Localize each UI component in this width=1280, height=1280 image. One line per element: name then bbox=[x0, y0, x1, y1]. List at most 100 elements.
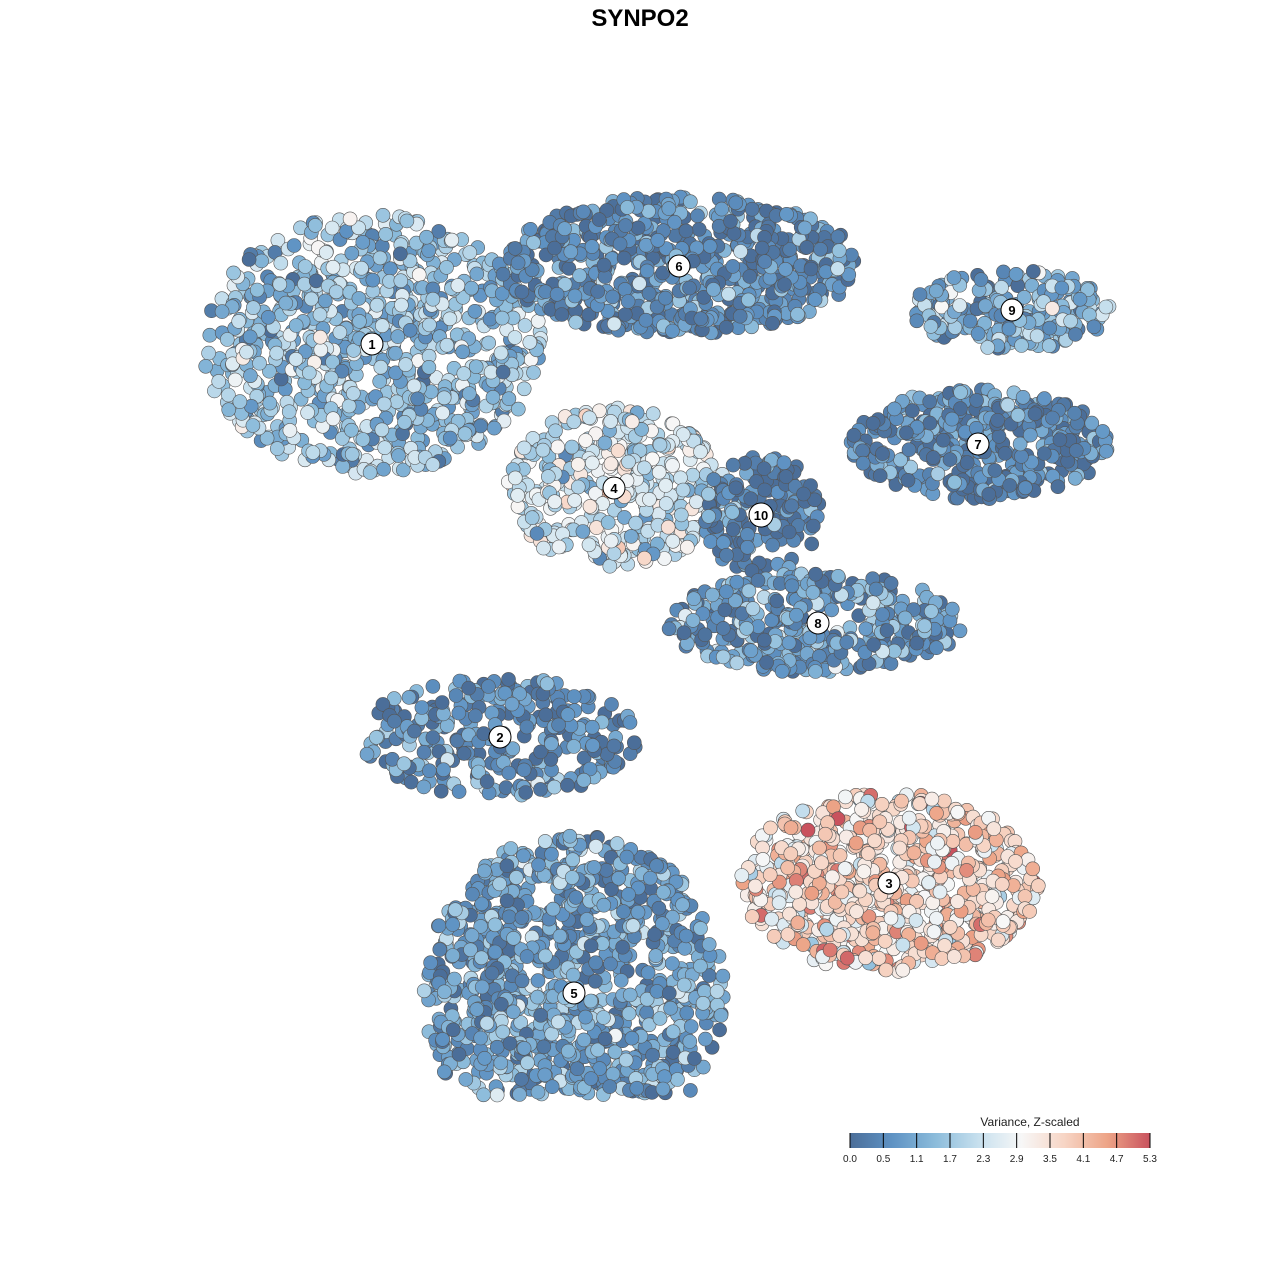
data-point bbox=[530, 313, 546, 329]
data-point bbox=[439, 260, 454, 275]
data-point bbox=[377, 440, 393, 456]
data-point bbox=[530, 973, 546, 988]
data-point bbox=[605, 289, 620, 305]
data-point bbox=[344, 446, 360, 462]
data-point bbox=[533, 782, 548, 797]
data-point bbox=[651, 464, 667, 480]
data-point bbox=[622, 715, 638, 730]
data-point bbox=[461, 680, 477, 696]
data-point bbox=[784, 498, 799, 514]
data-point bbox=[641, 203, 656, 219]
data-point bbox=[613, 973, 629, 988]
data-point bbox=[530, 1084, 546, 1100]
data-point bbox=[693, 444, 708, 460]
data-point bbox=[650, 233, 666, 248]
data-point bbox=[221, 402, 236, 418]
data-point bbox=[396, 756, 412, 772]
data-point bbox=[611, 870, 626, 886]
data-point bbox=[544, 846, 559, 862]
data-point bbox=[318, 245, 334, 260]
data-point bbox=[645, 406, 661, 422]
data-point bbox=[661, 621, 677, 637]
data-point bbox=[422, 763, 437, 779]
data-point bbox=[923, 319, 939, 334]
data-point bbox=[725, 259, 741, 274]
data-point bbox=[697, 627, 713, 643]
data-point bbox=[783, 820, 799, 836]
data-point bbox=[725, 504, 740, 520]
data-point bbox=[967, 824, 983, 840]
data-point bbox=[419, 229, 434, 245]
data-point bbox=[226, 265, 241, 281]
data-point bbox=[780, 860, 796, 876]
data-point bbox=[874, 796, 890, 812]
data-point bbox=[741, 583, 757, 599]
data-point bbox=[273, 255, 289, 271]
data-point bbox=[297, 259, 313, 274]
data-point bbox=[1010, 407, 1026, 423]
data-point bbox=[425, 291, 441, 307]
data-point bbox=[777, 277, 792, 292]
data-point bbox=[630, 220, 646, 236]
data-point bbox=[742, 269, 758, 284]
data-point bbox=[743, 491, 759, 507]
data-point bbox=[981, 486, 997, 502]
data-point bbox=[566, 414, 582, 430]
data-point bbox=[575, 524, 591, 539]
data-point bbox=[617, 282, 633, 297]
data-point bbox=[512, 1087, 527, 1102]
data-point bbox=[894, 793, 909, 809]
data-point bbox=[973, 272, 989, 287]
data-point bbox=[901, 810, 917, 826]
data-point bbox=[369, 297, 385, 313]
data-point bbox=[665, 458, 680, 473]
data-point bbox=[745, 601, 761, 616]
data-point bbox=[260, 309, 276, 325]
data-point bbox=[431, 918, 447, 934]
data-point bbox=[804, 885, 820, 901]
data-point bbox=[444, 232, 460, 248]
data-point bbox=[566, 739, 582, 754]
data-point bbox=[762, 867, 778, 883]
data-point bbox=[937, 938, 952, 953]
data-point bbox=[990, 412, 1005, 428]
data-point bbox=[355, 432, 371, 447]
data-point bbox=[620, 294, 636, 309]
data-point bbox=[416, 983, 432, 999]
data-point bbox=[1015, 389, 1031, 405]
data-point bbox=[391, 448, 406, 463]
data-point bbox=[568, 314, 584, 330]
data-point bbox=[952, 298, 968, 313]
data-point bbox=[950, 804, 966, 820]
data-point bbox=[456, 366, 472, 381]
data-point bbox=[970, 326, 986, 341]
data-point bbox=[325, 259, 341, 275]
data-point bbox=[352, 314, 367, 329]
data-point bbox=[917, 618, 932, 634]
data-point bbox=[942, 452, 958, 467]
data-point bbox=[1000, 397, 1016, 413]
data-point bbox=[928, 283, 944, 299]
data-point bbox=[781, 524, 797, 540]
data-point bbox=[808, 566, 823, 582]
data-point bbox=[514, 1072, 529, 1087]
data-point bbox=[867, 833, 882, 849]
data-point bbox=[959, 863, 974, 878]
data-point bbox=[848, 835, 864, 851]
data-point bbox=[665, 323, 680, 339]
data-point bbox=[547, 240, 562, 256]
data-point bbox=[618, 218, 633, 233]
data-point bbox=[839, 634, 855, 650]
data-point bbox=[683, 1019, 699, 1034]
data-point bbox=[486, 420, 502, 436]
data-point bbox=[765, 315, 780, 331]
data-point bbox=[345, 386, 361, 401]
data-point bbox=[813, 242, 828, 257]
data-point bbox=[996, 264, 1011, 280]
data-point bbox=[334, 431, 350, 446]
data-point bbox=[723, 214, 738, 229]
data-point bbox=[585, 738, 601, 753]
data-point bbox=[516, 762, 532, 778]
data-point bbox=[729, 655, 745, 671]
data-point bbox=[590, 284, 606, 299]
